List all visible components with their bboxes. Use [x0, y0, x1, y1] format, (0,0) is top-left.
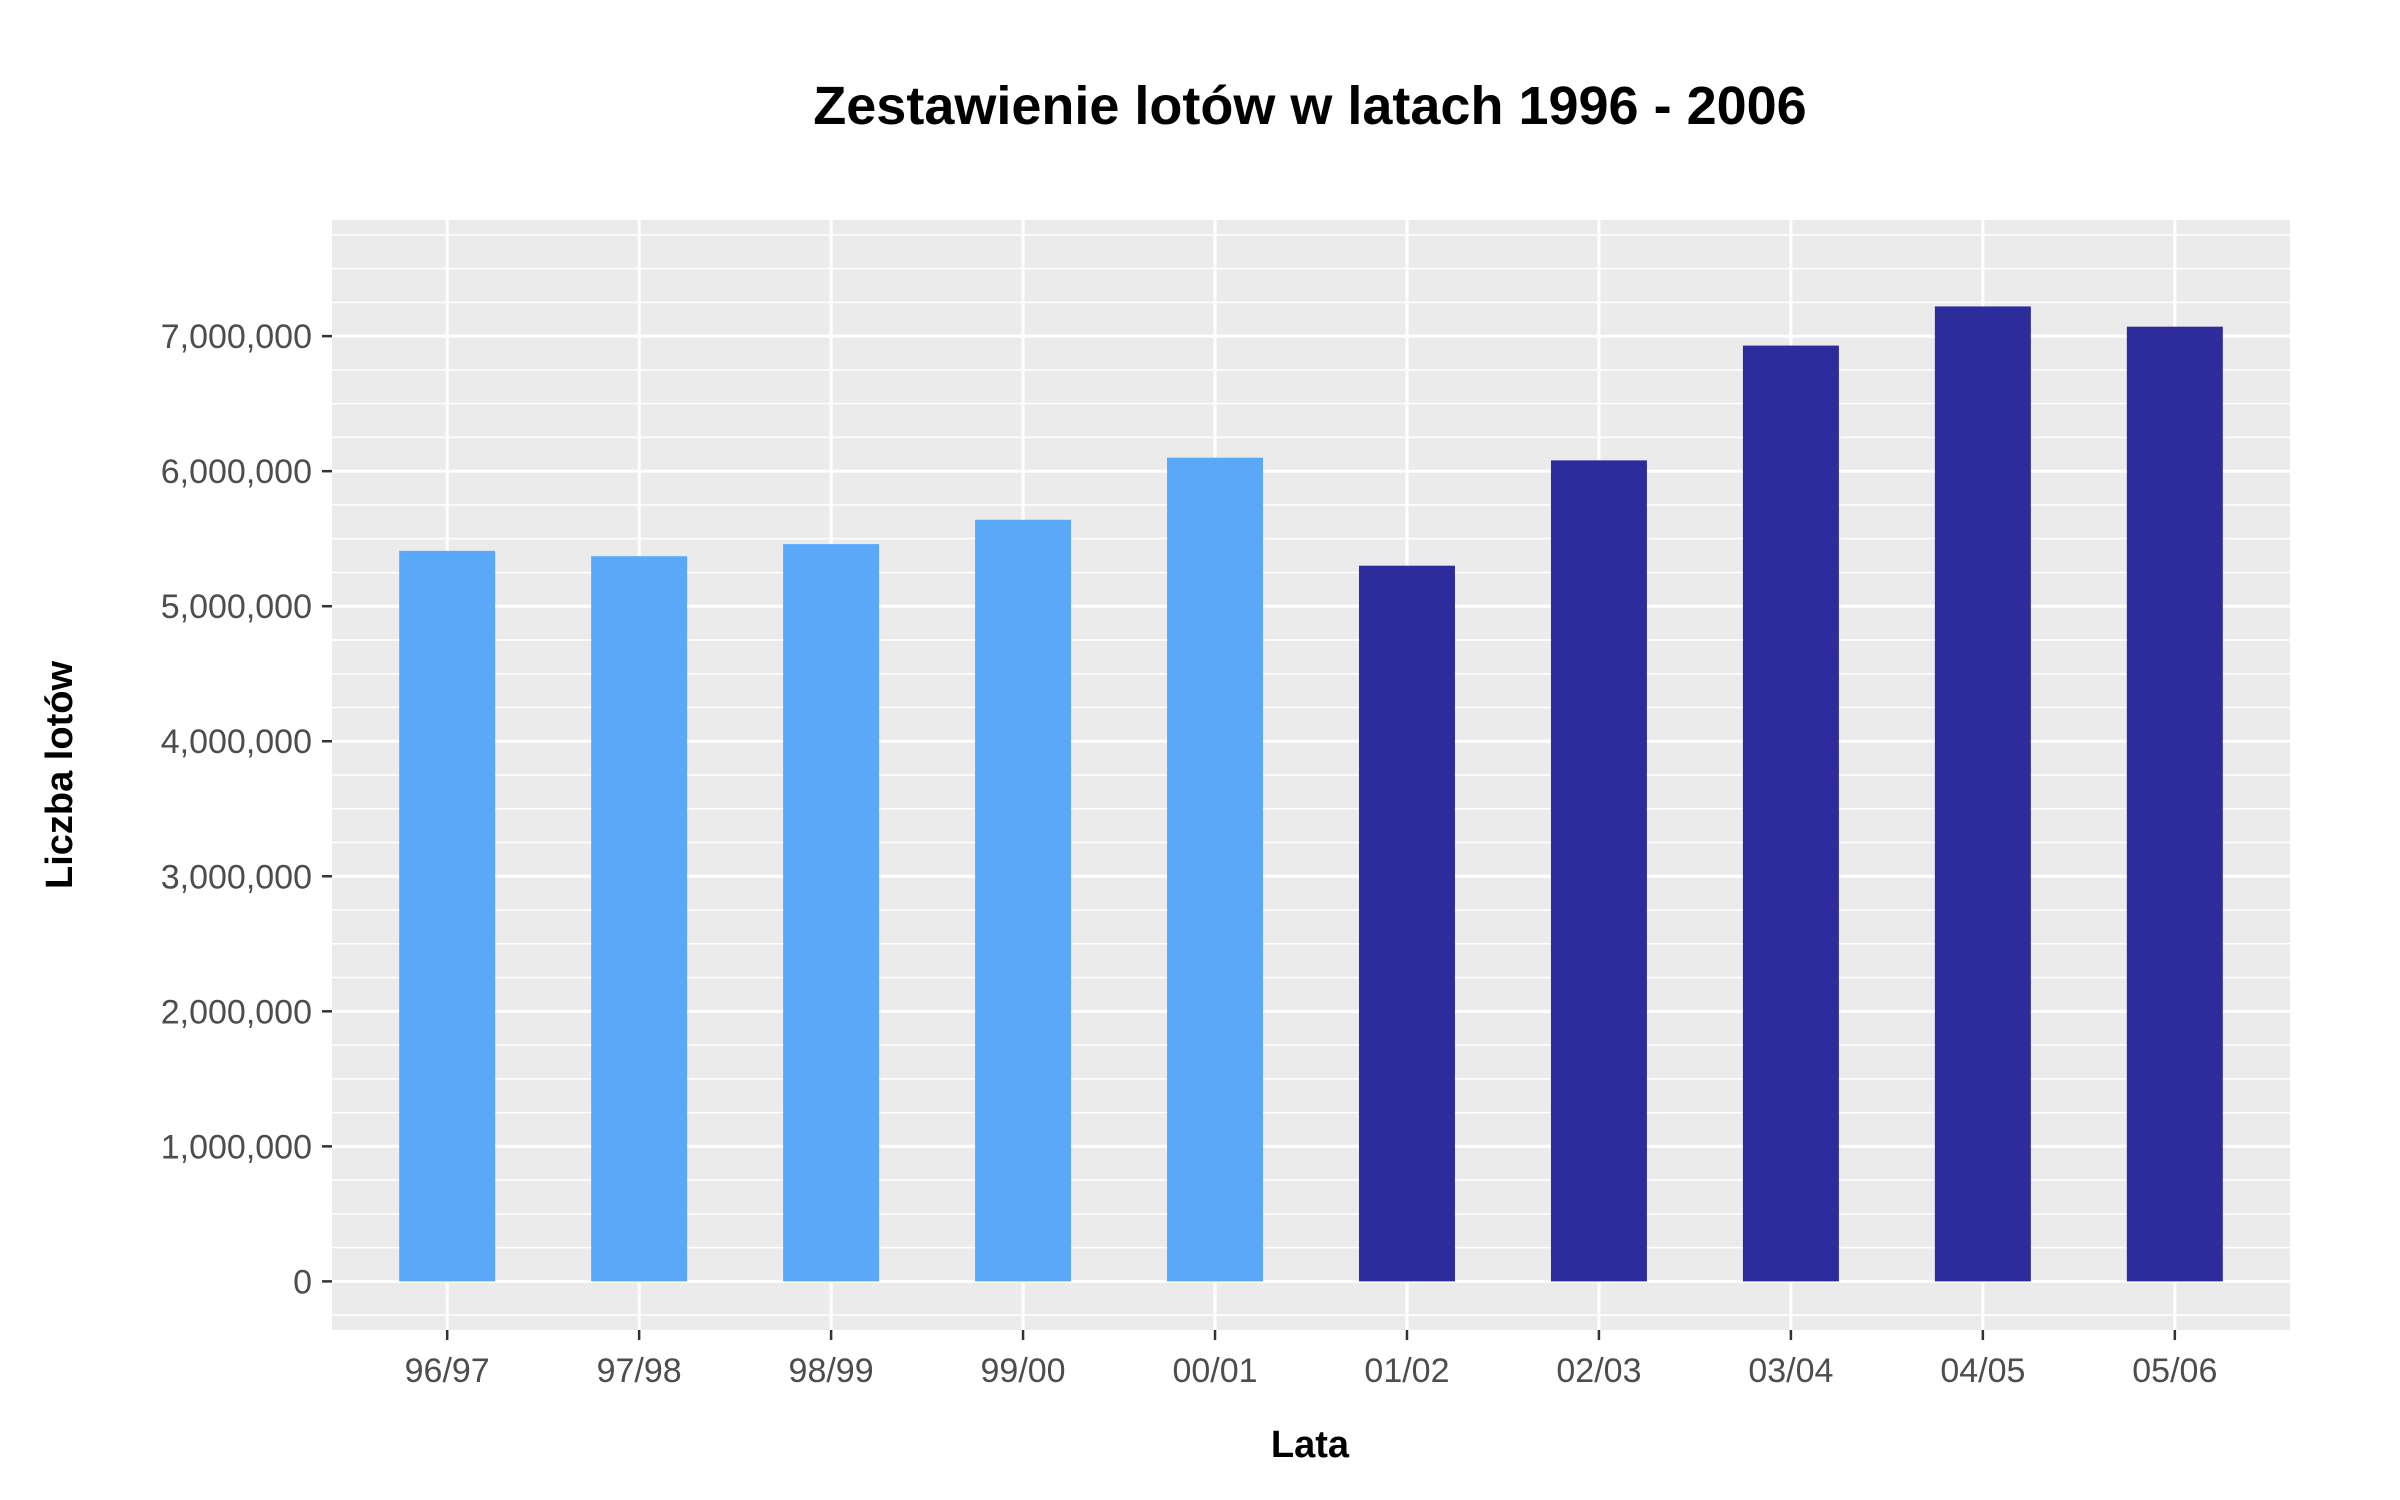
y-tick-label: 6,000,000	[161, 453, 312, 491]
bar-02-03	[1550, 460, 1647, 1282]
x-tick-label: 01/02	[1364, 1352, 1449, 1390]
x-tick-label: 98/99	[789, 1352, 874, 1390]
x-tick-label: 03/04	[1748, 1352, 1833, 1390]
x-axis: 96/97 97/98 98/99 99/00 00/01 01/02 02/03 03/04…	[405, 1330, 2217, 1390]
bar-01-02	[1358, 565, 1455, 1282]
bar-96-97	[399, 550, 496, 1282]
x-axis-title: Lata	[1271, 1424, 1350, 1466]
bar-99-00	[975, 519, 1072, 1282]
y-tick-label: 3,000,000	[161, 858, 312, 896]
y-tick-label: 1,000,000	[161, 1128, 312, 1166]
y-tick-label: 2,000,000	[161, 993, 312, 1031]
bar-97-98	[591, 556, 688, 1282]
y-axis: 0 1,000,000 2,000,000 3,000,000 4,000,000 5,0…	[161, 318, 332, 1301]
bar-03-04	[1742, 345, 1839, 1282]
bar-98-99	[783, 544, 880, 1282]
bar-04-05	[1934, 306, 2031, 1282]
y-tick-label: 7,000,000	[161, 318, 312, 356]
y-axis-title: Liczba lotów	[39, 661, 81, 889]
bars	[399, 306, 2223, 1282]
x-tick-label: 99/00	[981, 1352, 1066, 1390]
x-tick-label: 96/97	[405, 1352, 490, 1390]
y-tick-label: 5,000,000	[161, 588, 312, 626]
chart-title: Zestawienie lotów w latach 1996 - 2006	[813, 76, 1806, 136]
x-tick-label: 04/05	[1940, 1352, 2025, 1390]
bar-05-06	[2126, 326, 2223, 1282]
y-tick-label: 4,000,000	[161, 723, 312, 761]
x-tick-label: 97/98	[597, 1352, 682, 1390]
x-tick-label: 05/06	[2132, 1352, 2217, 1390]
bar-00-01	[1167, 457, 1264, 1282]
x-tick-label: 02/03	[1556, 1352, 1641, 1390]
x-tick-label: 00/01	[1172, 1352, 1257, 1390]
y-tick-label: 0	[293, 1263, 312, 1301]
